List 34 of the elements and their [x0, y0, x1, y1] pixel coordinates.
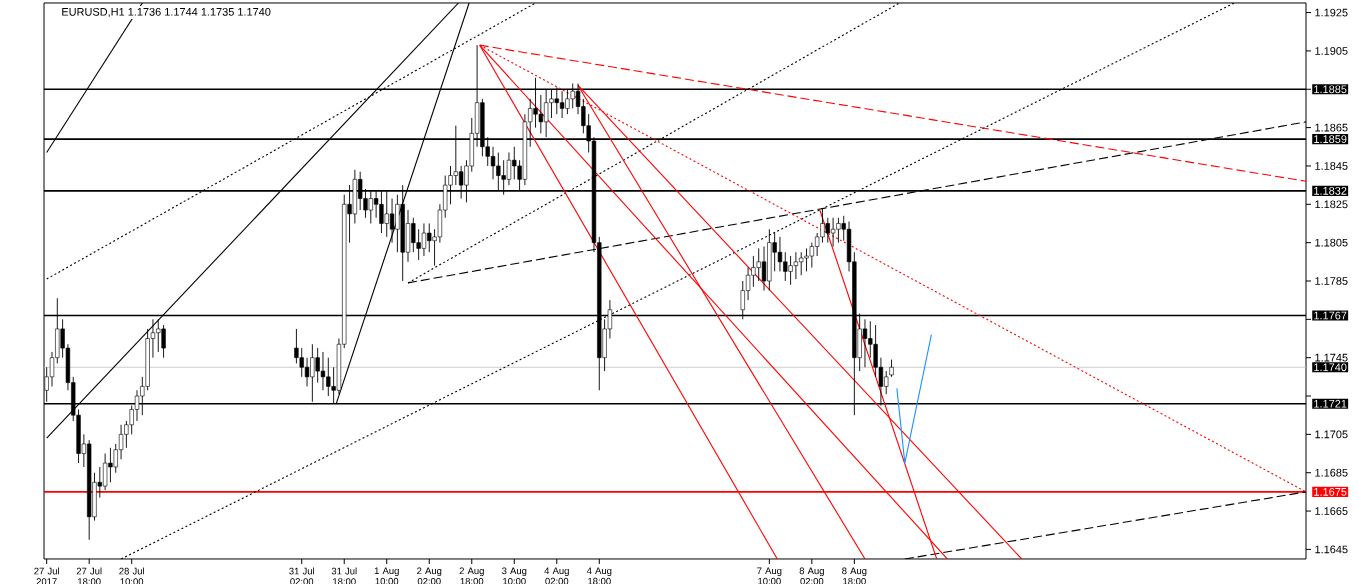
ref-line-label: 1.1859: [1314, 135, 1347, 143]
y-tick-label: 1.1845: [1315, 162, 1348, 170]
ref-line-label: 1.1740: [1314, 363, 1347, 372]
x-tick-label: 4 Aug 18:00: [586, 567, 612, 584]
y-tick-label: 1.1905: [1315, 47, 1348, 55]
ref-line-label: 1.1885: [1314, 85, 1347, 94]
y-tick-label: 1.1745: [1315, 353, 1348, 362]
x-tick-label: 2 Aug 18:00: [459, 567, 484, 584]
ref-line-label: 1.1767: [1314, 311, 1347, 320]
y-tick-label: 1.1785: [1315, 277, 1348, 285]
x-tick-label: 7 Aug 10:00: [757, 567, 782, 584]
y-tick-label: 1.1645: [1315, 545, 1348, 554]
x-tick-label: 28 Jul 10:00: [119, 567, 144, 584]
x-tick-label: 27 Jul 2017: [34, 567, 59, 584]
ref-line-label: 1.1675: [1314, 488, 1347, 496]
x-tick-label: 31 Jul 18:00: [331, 567, 357, 584]
y-tick-label: 1.1805: [1315, 238, 1348, 247]
y-tick-label: 1.1705: [1315, 430, 1348, 439]
y-tick-label: 1.1825: [1315, 200, 1348, 209]
y-tick-label: 1.1865: [1315, 123, 1348, 132]
x-tick-label: 8 Aug 02:00: [799, 567, 824, 584]
x-tick-label: 1 Aug 10:00: [374, 567, 399, 584]
x-tick-label: 3 Aug 10:00: [502, 567, 527, 584]
y-tick-label: 1.1685: [1315, 468, 1348, 477]
x-tick-label: 4 Aug 02:00: [544, 567, 569, 584]
y-tick-label: 1.1925: [1315, 8, 1348, 17]
x-tick-label: 27 Jul 18:00: [76, 567, 102, 584]
chart-title: EURUSD,H1 1.1736 1.1744 1.1735 1.1740: [62, 7, 271, 18]
x-tick-label: 8 Aug 18:00: [842, 567, 867, 584]
y-tick-label: 1.1665: [1315, 507, 1348, 515]
ref-line-label: 1.1721: [1314, 399, 1347, 408]
x-tick-label: 31 Jul 02:00: [289, 567, 314, 584]
ref-line-label: 1.1832: [1314, 187, 1347, 195]
x-tick-label: 2 Aug 02:00: [417, 567, 442, 584]
